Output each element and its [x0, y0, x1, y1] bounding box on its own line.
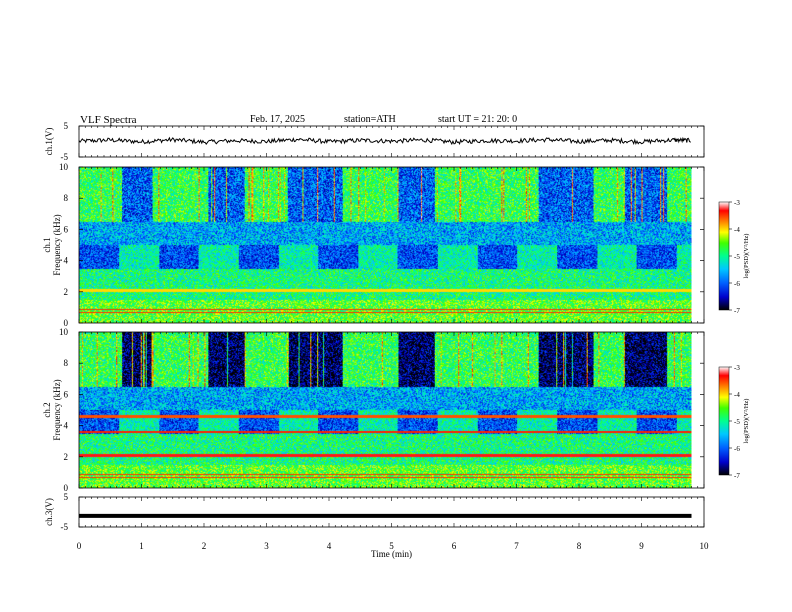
colorbar-2 — [718, 366, 730, 476]
x-tick-label: 0 — [77, 541, 82, 551]
y-tick-label: 0 — [64, 318, 69, 328]
x-tick-label: 1 — [139, 541, 144, 551]
y-tick-label: 6 — [64, 224, 69, 234]
header-date: Feb. 17, 2025 — [250, 114, 305, 125]
y-tick-label: 6 — [64, 389, 69, 399]
y-axis-label: ch.1 — [42, 237, 52, 252]
y-tick-label: 10 — [59, 327, 69, 337]
x-tick-label: 10 — [700, 541, 710, 551]
header-start-ut: start UT = 21: 20: 0 — [438, 114, 518, 125]
colorbar-tick-label: -6 — [734, 445, 740, 453]
y-tick-label: 8 — [64, 193, 69, 203]
y-axis-label: Frequency (kHz) — [52, 214, 62, 275]
y-tick-label: 5 — [64, 492, 69, 502]
y-tick-label: 2 — [64, 452, 69, 462]
panel-frame-4 — [78, 496, 705, 528]
ch1-waveform-trace — [78, 136, 691, 146]
colorbar-tick-label: -3 — [734, 199, 740, 207]
y-tick-label: 10 — [59, 162, 69, 172]
colorbar-1 — [718, 201, 730, 311]
y-tick-label: 5 — [64, 121, 69, 131]
x-tick-label: 3 — [264, 541, 269, 551]
ch2-spectrogram-image — [79, 332, 692, 488]
y-tick-label: 8 — [64, 358, 69, 368]
x-tick-label: 6 — [452, 541, 457, 551]
x-tick-label: 7 — [514, 541, 519, 551]
header-station: station=ATH — [344, 114, 396, 125]
x-tick-label: 4 — [327, 541, 332, 551]
y-axis-label: ch.3(V) — [44, 498, 54, 526]
x-tick-label: 5 — [389, 541, 394, 551]
colorbar-tick-label: -3 — [734, 364, 740, 372]
colorbar-tick-label: -7 — [734, 472, 740, 480]
x-tick-label: 9 — [639, 541, 644, 551]
colorbar-tick-label: -4 — [734, 226, 740, 234]
colorbar-tick-label: -7 — [734, 307, 740, 315]
panel-frame-1 — [78, 125, 705, 158]
y-axis-label: ch.2 — [42, 402, 52, 417]
colorbar-tick-label: -4 — [734, 391, 740, 399]
y-tick-label: 4 — [64, 256, 69, 266]
colorbar-tick-label: -5 — [734, 418, 740, 426]
header-title: VLF Spectra — [80, 114, 137, 126]
y-axis-label: Frequency (kHz) — [52, 379, 62, 440]
ch1-spectrogram-image — [79, 167, 692, 323]
y-axis-label: ch.1(V) — [44, 128, 54, 156]
y-tick-label: 4 — [64, 421, 69, 431]
y-tick-label: 0 — [64, 483, 69, 493]
colorbar-label: log(PSD)(V²/Hz) — [743, 234, 750, 279]
y-tick-label: -5 — [61, 152, 69, 162]
x-tick-label: 8 — [577, 541, 582, 551]
colorbar-label: log(PSD)(V²/Hz) — [743, 399, 750, 444]
colorbar-tick-label: -6 — [734, 280, 740, 288]
y-tick-label: 2 — [64, 287, 69, 297]
x-axis-label: Time (min) — [371, 549, 412, 559]
x-tick-label: 2 — [202, 541, 207, 551]
colorbar-tick-label: -5 — [734, 253, 740, 261]
y-tick-label: -5 — [61, 522, 69, 532]
